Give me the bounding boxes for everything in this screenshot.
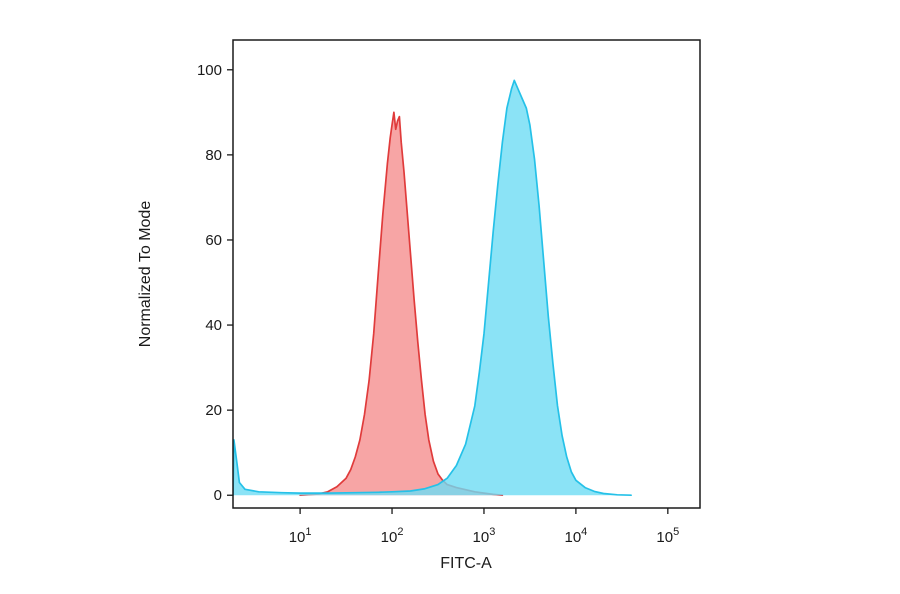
x-tick-label: 104 <box>564 526 587 546</box>
x-tick-label: 102 <box>381 526 404 546</box>
x-tick-label: 103 <box>473 526 496 546</box>
y-tick-label: 100 <box>197 62 222 79</box>
x-tick-label: 105 <box>656 526 679 546</box>
y-tick-label: 60 <box>205 232 222 249</box>
series-cyan-area <box>233 80 632 496</box>
y-tick-label: 80 <box>205 147 222 164</box>
x-axis-title: FITC-A <box>440 555 492 572</box>
series-layer <box>233 79 632 497</box>
series-cyan-outline <box>233 79 632 497</box>
series-red-area <box>300 112 503 496</box>
y-tick-label: 0 <box>214 487 222 504</box>
x-tick-label: 101 <box>289 526 312 546</box>
plot-border <box>232 39 701 509</box>
y-axis-title: Normalized To Mode <box>137 201 154 348</box>
y-tick-label: 40 <box>205 317 222 334</box>
y-tick-label: 20 <box>205 402 222 419</box>
